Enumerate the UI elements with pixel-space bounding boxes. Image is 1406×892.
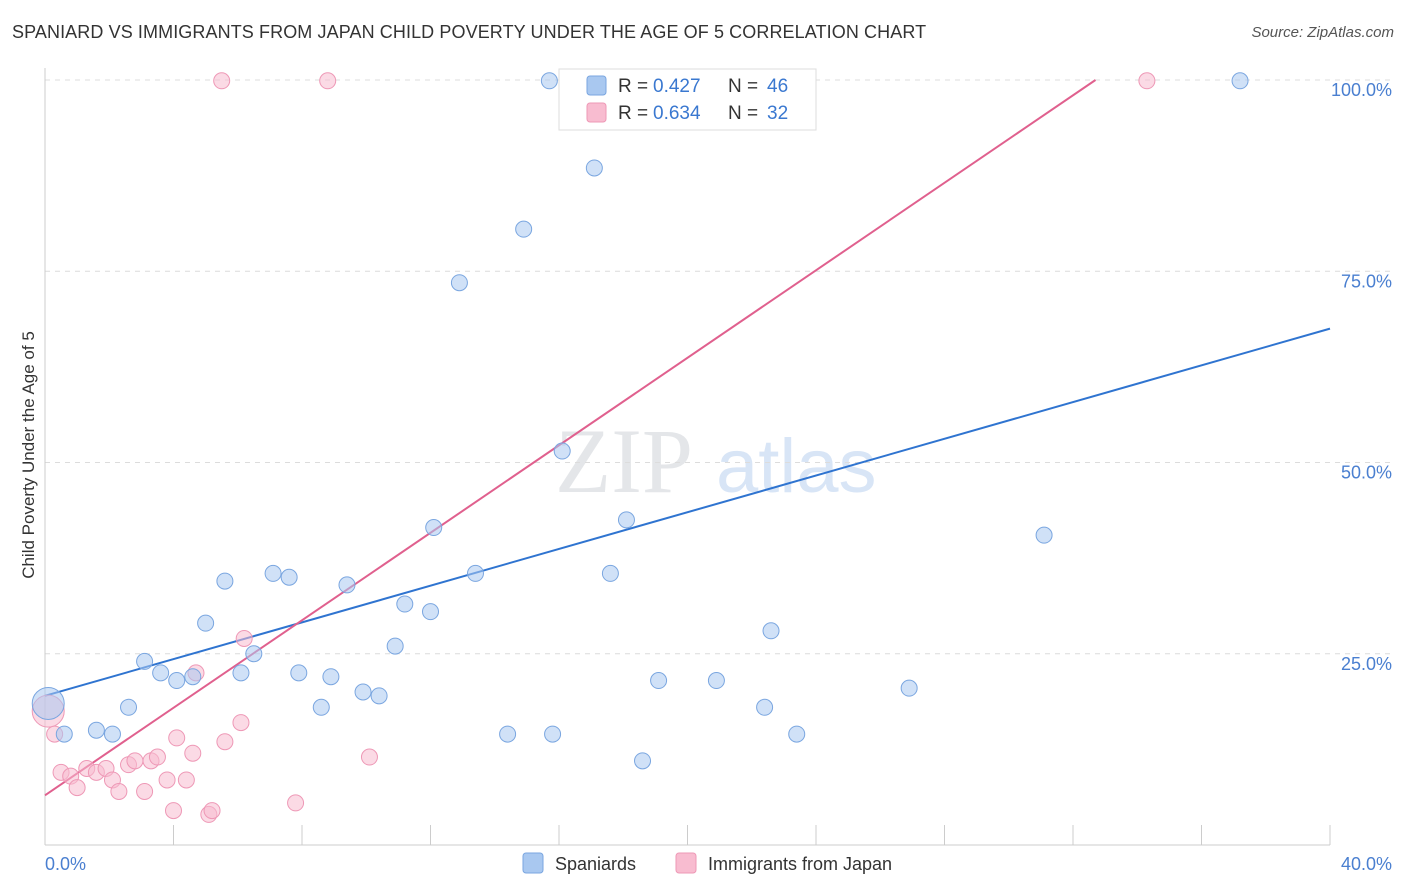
point-spaniards — [499, 725, 517, 743]
point-spaniards — [788, 725, 806, 743]
point-spaniards — [197, 614, 215, 632]
point-spaniards — [120, 698, 138, 716]
legend-swatch-japan — [675, 852, 697, 874]
point-spaniards — [168, 672, 186, 690]
point-japan — [232, 714, 250, 732]
point-spaniards — [544, 725, 562, 743]
point-spaniards — [103, 725, 121, 743]
point-japan — [1138, 72, 1156, 90]
point-japan — [360, 748, 378, 766]
point-spaniards — [232, 664, 250, 682]
stats-legend-swatch-spaniards — [586, 75, 607, 96]
y-tick-label: 50.0% — [1341, 463, 1392, 483]
point-spaniards — [354, 683, 372, 701]
point-japan — [216, 733, 234, 751]
point-spaniards — [515, 220, 533, 238]
stats-legend-swatch-japan — [586, 102, 607, 123]
point-spaniards — [634, 752, 652, 770]
point-japan — [110, 782, 128, 800]
point-spaniards — [386, 637, 404, 655]
stats-n-value-2: 32 — [767, 103, 788, 124]
trend-lines — [44, 79, 1331, 797]
stats-r-label-1: R = — [618, 76, 648, 97]
point-japan — [235, 629, 253, 647]
point-spaniards — [152, 664, 170, 682]
point-spaniards — [87, 721, 105, 739]
point-japan — [287, 794, 305, 812]
point-japan — [165, 802, 182, 820]
point-spaniards — [338, 576, 356, 594]
series-legend: Spaniards Immigrants from Japan — [522, 852, 892, 874]
stats-r-value-1: 0.427 — [653, 76, 701, 97]
y-axis-title: Child Poverty Under the Age of 5 — [19, 331, 38, 579]
point-japan — [177, 771, 195, 789]
x-tick-label: 40.0% — [1341, 854, 1392, 874]
point-spaniards — [1035, 526, 1053, 544]
point-spaniards — [707, 672, 725, 690]
point-spaniards — [585, 159, 603, 177]
points — [31, 72, 1249, 823]
stats-n-label-2: N = — [728, 103, 758, 124]
point-spaniards — [422, 603, 439, 621]
point-spaniards — [450, 274, 468, 292]
point-japan — [184, 744, 202, 762]
point-spaniards — [553, 442, 571, 460]
point-spaniards — [617, 511, 635, 529]
trend-line-japan — [44, 79, 1097, 797]
point-spaniards — [55, 725, 73, 743]
y-tick-label: 75.0% — [1341, 271, 1392, 291]
y-tick-label: 100.0% — [1331, 80, 1392, 100]
legend-label-japan: Immigrants from Japan — [708, 854, 892, 874]
point-spaniards — [425, 519, 443, 537]
watermark: ZIP atlas — [555, 410, 877, 512]
grid — [45, 79, 1392, 655]
trend-line-spaniards — [44, 327, 1331, 697]
point-spaniards — [290, 664, 308, 682]
point-japan — [136, 782, 154, 800]
point-spaniards — [280, 568, 298, 586]
point-japan — [203, 802, 221, 820]
point-spaniards — [31, 686, 65, 720]
stats-r-value-2: 0.634 — [653, 103, 701, 124]
point-spaniards — [396, 595, 414, 613]
point-japan — [168, 729, 186, 747]
point-spaniards — [264, 564, 282, 582]
point-spaniards — [466, 564, 484, 582]
watermark-zip: ZIP — [555, 410, 693, 512]
stats-legend: R = 0.427 N = 46 R = 0.634 N = 32 — [558, 68, 817, 131]
point-japan — [148, 748, 166, 766]
point-japan — [68, 779, 86, 797]
stats-r-label-2: R = — [618, 103, 648, 124]
point-japan — [319, 72, 337, 90]
chart-title: SPANIARD VS IMMIGRANTS FROM JAPAN CHILD … — [12, 22, 927, 42]
legend-label-spaniards: Spaniards — [555, 854, 636, 874]
point-spaniards — [1231, 72, 1249, 90]
point-spaniards — [601, 564, 619, 582]
point-spaniards — [184, 668, 202, 686]
point-spaniards — [756, 698, 774, 716]
point-spaniards — [370, 687, 388, 705]
point-japan — [213, 72, 231, 90]
point-spaniards — [312, 698, 330, 716]
point-spaniards — [900, 679, 918, 697]
point-spaniards — [762, 622, 780, 640]
legend-swatch-spaniards — [522, 852, 544, 874]
source-label: Source: ZipAtlas.com — [1251, 24, 1394, 41]
point-spaniards — [540, 72, 558, 90]
x-tick-label: 0.0% — [45, 854, 86, 874]
point-spaniards — [322, 668, 340, 686]
point-spaniards — [216, 572, 234, 590]
point-spaniards — [245, 645, 263, 663]
y-tick-label: 25.0% — [1341, 654, 1392, 674]
point-spaniards — [650, 672, 668, 690]
stats-n-label-1: N = — [728, 76, 758, 97]
point-japan — [126, 752, 144, 770]
stats-n-value-1: 46 — [767, 76, 788, 97]
point-spaniards — [136, 652, 154, 670]
tick-labels: 25.0% 50.0% 75.0% 100.0% 0.0% 40.0% — [45, 80, 1392, 874]
point-japan — [158, 771, 176, 789]
